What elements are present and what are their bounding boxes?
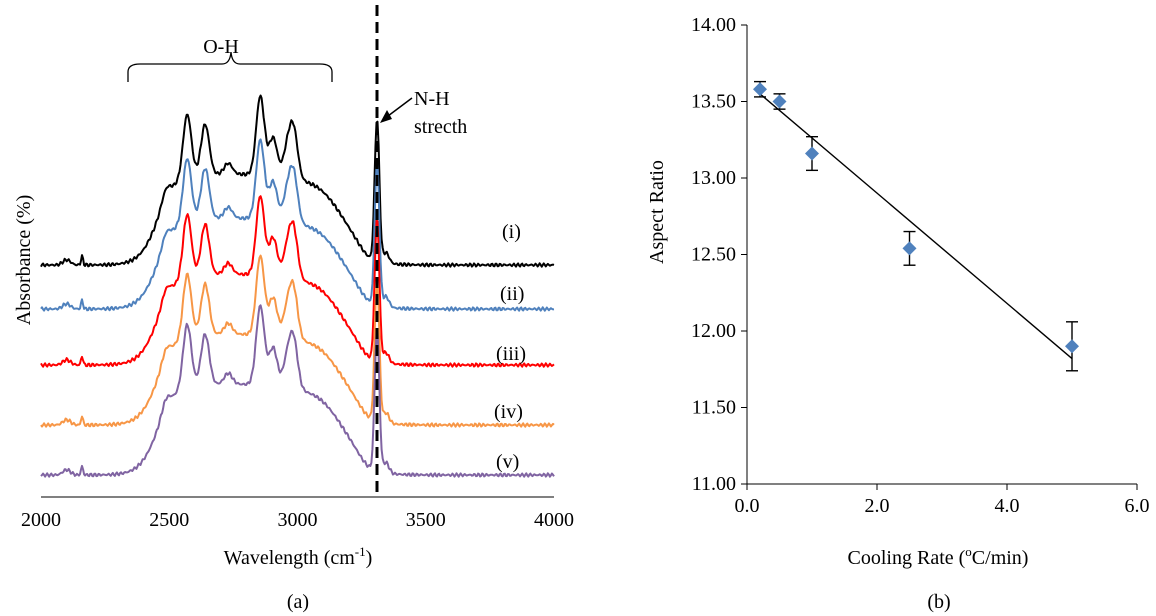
diamond-marker <box>1065 339 1079 354</box>
nh-label-line2: strecth <box>414 116 467 138</box>
x-tick-label: 3500 <box>406 509 446 531</box>
x-tick-label: 4.0 <box>995 495 1020 517</box>
spectrum-line <box>40 94 555 268</box>
diamond-marker <box>902 241 917 256</box>
diamond-marker <box>772 94 787 109</box>
diamond-marker <box>753 82 767 97</box>
spectrum-line <box>40 138 555 312</box>
y-ticks: 11.00 11.50 12.00 12.50 13.00 13.50 14.00 <box>691 14 747 495</box>
data-points <box>753 80 1079 372</box>
x-tick-label: 2000 <box>21 509 61 531</box>
trend-line <box>759 93 1073 360</box>
y-axis-title: Absorbance (%) <box>13 195 35 326</box>
ftir-chart: 2000 2500 3000 3500 4000 O-H N-H strecth (i)… <box>13 5 574 613</box>
x-axis-title: Wavelength (cm-1) <box>224 544 373 569</box>
y-tick-label: 13.00 <box>691 167 736 189</box>
series-label: (iv) <box>494 401 523 423</box>
x-tick-label: 2.0 <box>865 495 890 517</box>
spectrum-line <box>40 304 555 478</box>
y-tick-label: 11.50 <box>692 397 736 419</box>
spectrum-line <box>40 254 555 428</box>
data-point <box>805 135 819 172</box>
data-point <box>753 80 767 98</box>
x-tick-label: 2500 <box>149 509 189 531</box>
x-tick-labels: 2000 2500 3000 3500 4000 <box>21 509 574 531</box>
y-tick-label: 13.50 <box>691 91 736 113</box>
y-tick-label: 12.50 <box>691 244 736 266</box>
nh-arrow-head <box>380 110 392 123</box>
panel-label-b: (b) <box>927 591 950 613</box>
panel-label-a: (a) <box>287 591 309 613</box>
data-point <box>902 230 917 266</box>
ftir-series-group <box>40 94 555 478</box>
x-axis-title: Cooling Rate (oC/min) <box>848 544 1029 569</box>
spectrum-line <box>40 195 555 368</box>
series-label: (ii) <box>500 283 524 305</box>
x-tick-label: 3000 <box>278 509 318 531</box>
series-label: (iii) <box>496 343 526 365</box>
x-ticks: 0.0 2.0 4.0 6.0 <box>735 484 1150 517</box>
series-label: (i) <box>502 221 521 243</box>
x-tick-label: 0.0 <box>735 495 760 517</box>
y-axis-title: Aspect Ratio <box>646 160 668 264</box>
y-tick-label: 12.00 <box>691 320 736 342</box>
diamond-marker <box>805 146 819 161</box>
series-labels: (i) (ii) (iii) (iv) (v) <box>494 221 526 473</box>
y-tick-label: 14.00 <box>691 14 736 36</box>
data-point <box>1065 321 1079 372</box>
data-point <box>772 93 787 110</box>
x-tick-label: 4000 <box>534 509 574 531</box>
nh-label-line1: N-H <box>414 88 450 110</box>
y-tick-label: 11.00 <box>692 473 736 495</box>
trendline <box>759 93 1073 360</box>
oh-label: O-H <box>203 36 239 58</box>
aspect-ratio-chart: 11.00 11.50 12.00 12.50 13.00 13.50 14.00 0.0 2… <box>646 14 1150 613</box>
oh-bracket <box>127 51 333 82</box>
series-label: (v) <box>496 451 519 473</box>
x-tick-label: 6.0 <box>1125 495 1150 517</box>
